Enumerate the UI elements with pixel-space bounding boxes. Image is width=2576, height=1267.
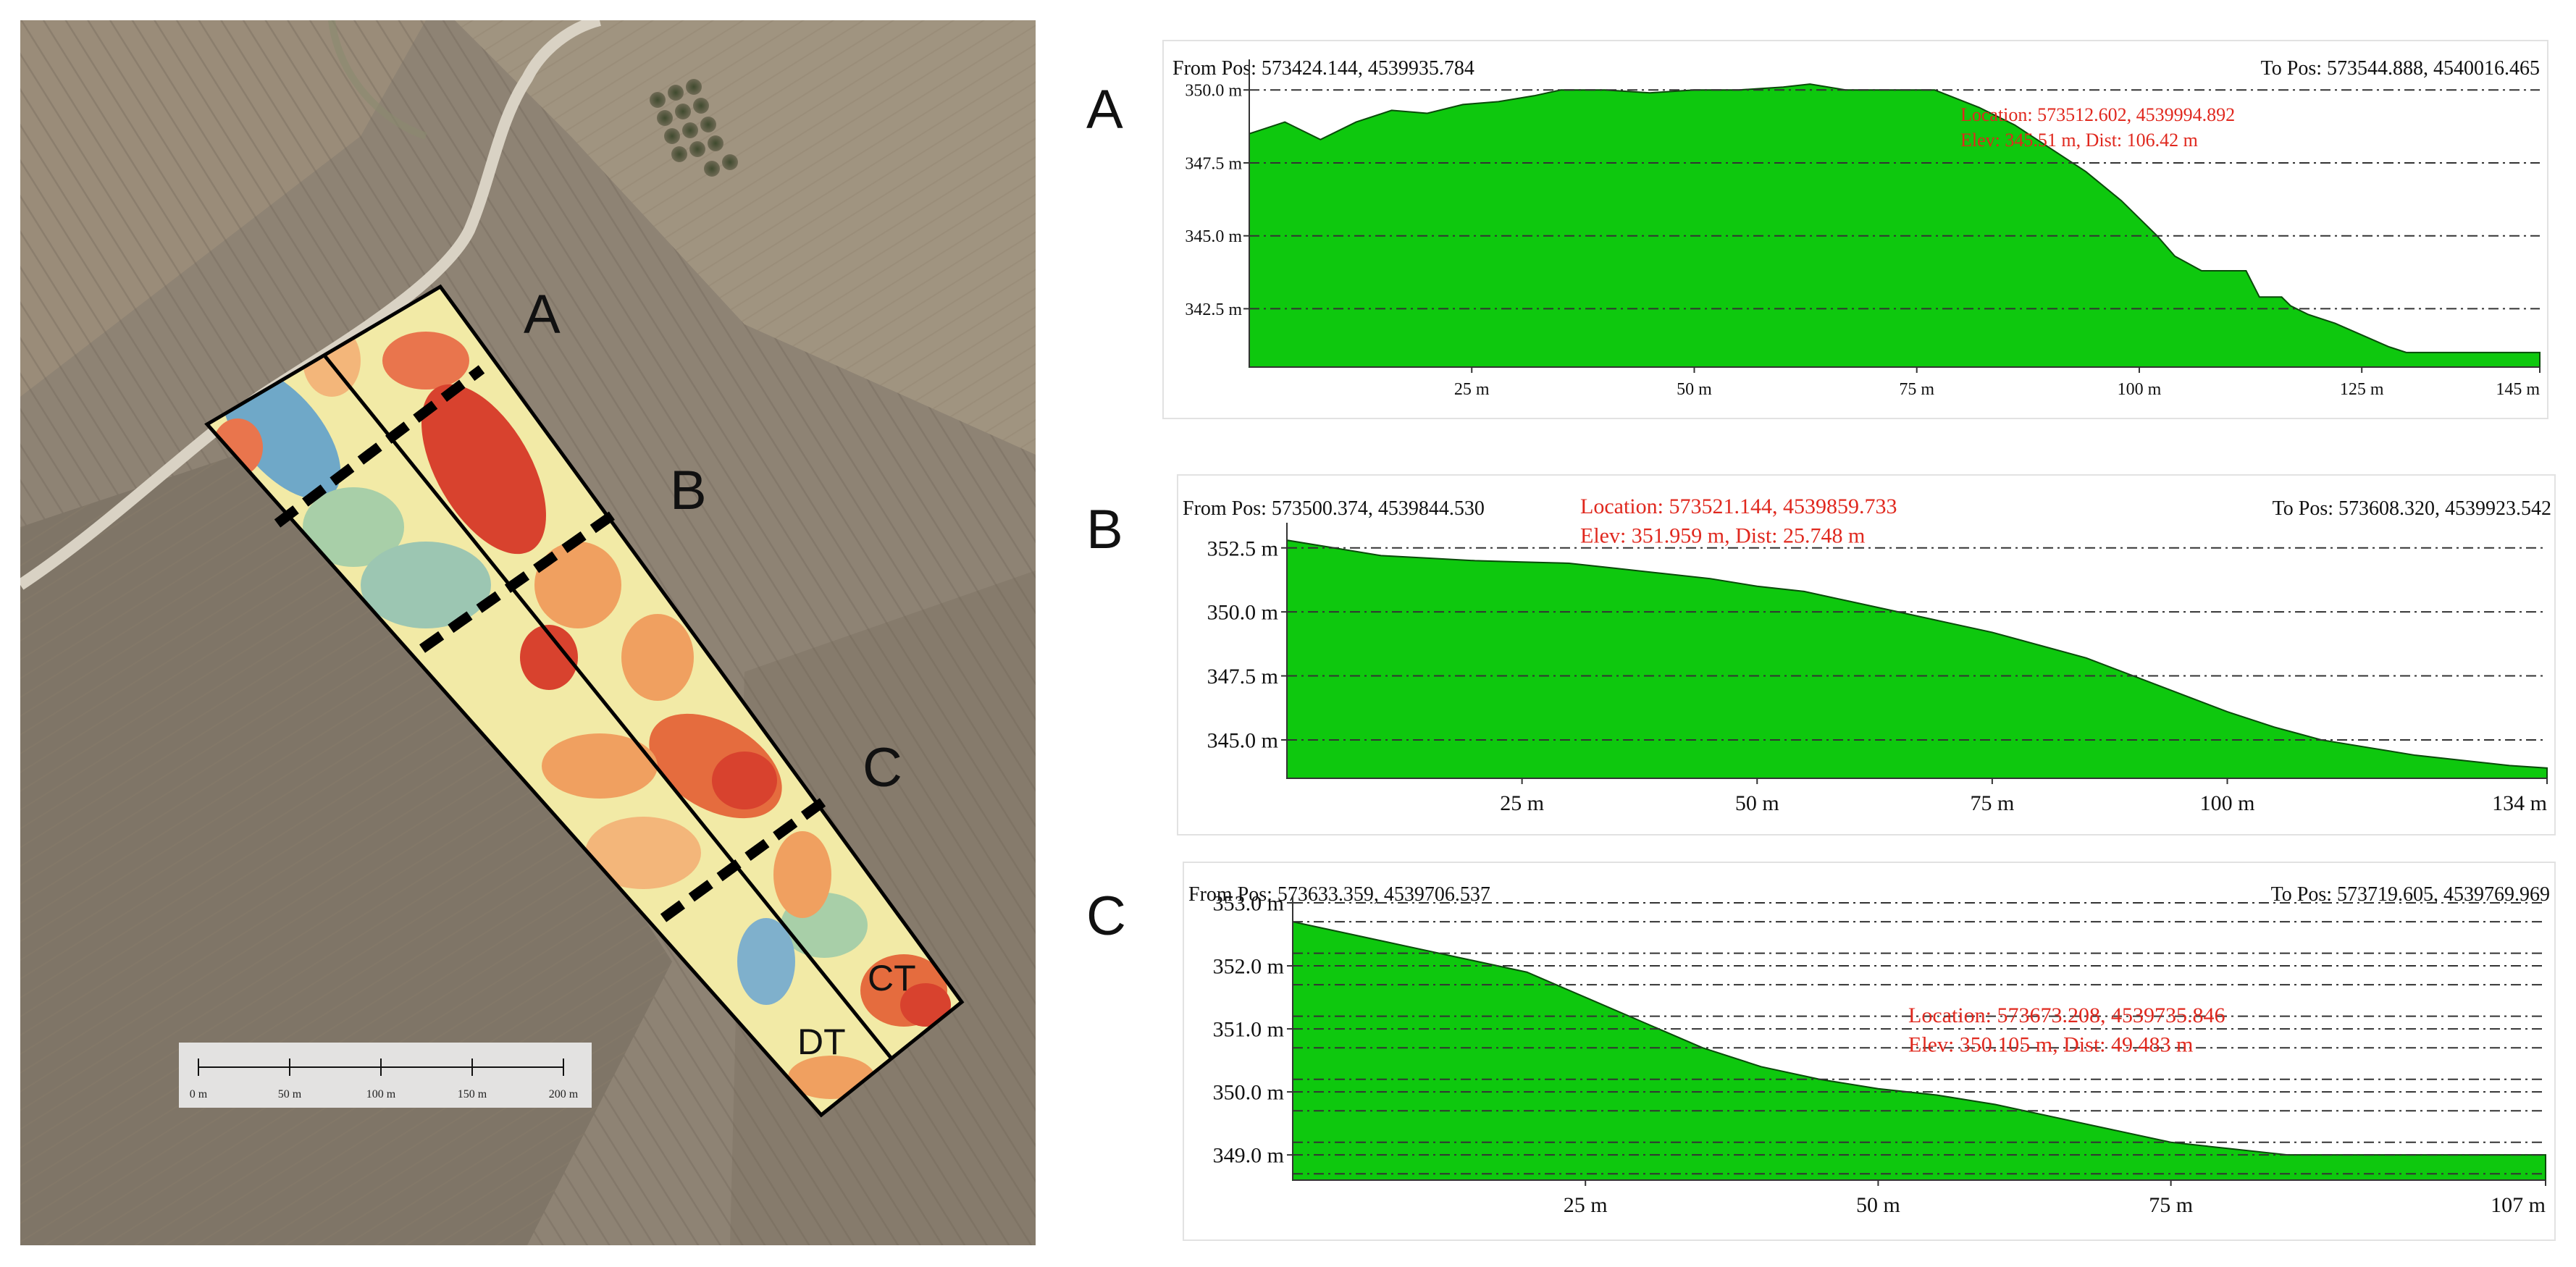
from-position-label: From Pos: 573424.144, 4539935.784 (1172, 57, 1474, 80)
transect-line-b (419, 505, 625, 653)
to-position-label: To Pos: 573719.605, 4539769.969 (2270, 883, 2550, 906)
y-tick-label: 349.0 m (1213, 1144, 1284, 1168)
elevation-profile-chart-c: 349.0 m 350.0 m 351.0 m 352.0 m 353.0 m 25 m 5… (1213, 892, 2546, 1217)
x-tick-label: 100 m (2200, 791, 2255, 815)
scale-tick-label: 0 m (190, 1088, 208, 1100)
x-tick-label: 107 m (2491, 1193, 2546, 1217)
x-tick-label: 75 m (1970, 791, 2014, 815)
from-position-label: From Pos: 573633.359, 4539706.537 (1188, 883, 1490, 906)
x-tick-label: 25 m (1454, 380, 1490, 399)
orchard-trees (650, 79, 738, 177)
site-label-b: B (670, 460, 707, 521)
cursor-elevation-label: Elev: 345.51 m, Dist: 106.42 m (1960, 130, 2198, 151)
y-tick-label: 345.0 m (1207, 728, 1278, 752)
x-tick-label: 25 m (1564, 1193, 1608, 1217)
transect-line-a (274, 365, 485, 528)
zone-label-ct: CT (868, 958, 916, 998)
cursor-location-label: Location: 573673.208, 4539735.846 (1908, 1003, 2225, 1027)
profile-b-letter: B (1086, 499, 1123, 560)
y-tick-label: 352.0 m (1213, 955, 1284, 979)
y-tick-label: 353.0 m (1213, 892, 1284, 916)
elevation-profile-panel-a: From Pos: 573424.144, 4539935.784 To Pos… (1162, 40, 2548, 419)
site-label-a: A (524, 284, 561, 345)
cursor-elevation-label: Elev: 350.105 m, Dist: 49.483 m (1908, 1033, 2193, 1057)
x-tick-label: 50 m (1677, 380, 1712, 399)
scale-tick-label: 200 m (549, 1088, 579, 1100)
y-tick-label: 350.0 m (1213, 1081, 1284, 1105)
scale-tick-label: 50 m (278, 1088, 302, 1100)
x-tick-label: 75 m (2149, 1193, 2193, 1217)
elevation-area (1249, 83, 2541, 368)
aerial-field-map: 0 m 50 m 100 m 150 m 200 m A B C CT DT (20, 20, 1036, 1245)
scale-tick-label: 150 m (458, 1088, 487, 1100)
profile-c-letter: C (1086, 885, 1126, 947)
y-tick-label: 352.5 m (1207, 536, 1278, 560)
scale-tick-label: 100 m (366, 1088, 396, 1100)
x-tick-label: 134 m (2492, 791, 2547, 815)
y-tick-label: 347.5 m (1207, 665, 1278, 689)
y-tick-label: 351.0 m (1213, 1018, 1284, 1042)
y-tick-label: 342.5 m (1185, 300, 1242, 319)
x-tick-label: 50 m (1856, 1193, 1900, 1217)
site-label-c: C (863, 737, 902, 799)
elevation-profile-chart-a: 342.5 m 345.0 m 347.5 m 350.0 m 25 m 50 m 75 m… (1185, 59, 2541, 399)
from-position-label: From Pos: 573500.374, 4539844.530 (1183, 497, 1485, 520)
field-boundary (204, 284, 965, 1118)
x-tick-label: 100 m (2118, 380, 2162, 399)
to-position-label: To Pos: 573544.888, 4540016.465 (2260, 57, 2540, 80)
y-tick-label: 345.0 m (1185, 227, 1242, 246)
x-tick-label: 50 m (1735, 791, 1779, 815)
cursor-location-label: Location: 573512.602, 4539994.892 (1960, 104, 2235, 125)
x-tick-label: 125 m (2340, 380, 2384, 399)
x-tick-label: 145 m (2496, 380, 2540, 399)
y-tick-label: 350.0 m (1185, 82, 1242, 101)
x-tick-label: 25 m (1500, 791, 1544, 815)
y-tick-label: 350.0 m (1207, 601, 1278, 625)
elevation-profile-chart-b: 345.0 m 347.5 m 350.0 m 352.5 m 25 m 50 m 75 m… (1207, 494, 2548, 815)
x-tick-label: 75 m (1899, 380, 1934, 399)
cursor-location-label: Location: 573521.144, 4539859.733 (1580, 494, 1897, 518)
to-position-label: To Pos: 573608.320, 4539923.542 (2272, 497, 2551, 520)
y-tick-label: 347.5 m (1185, 154, 1242, 173)
zone-label-dt: DT (797, 1022, 846, 1062)
elevation-area (1292, 920, 2546, 1181)
field-centre-divider (323, 354, 893, 1060)
scale-bar: 0 m 50 m 100 m 150 m 200 m (179, 1043, 592, 1108)
elevation-profile-panel-b: From Pos: 573500.374, 4539844.530 To Pos… (1177, 474, 2556, 835)
elevation-area (1286, 539, 2548, 779)
dirt-road (20, 20, 602, 590)
profile-a-letter: A (1086, 79, 1123, 140)
elevation-profile-panel-c: From Pos: 573633.359, 4539706.537 To Pos… (1183, 862, 2556, 1241)
cursor-elevation-label: Elev: 351.959 m, Dist: 25.748 m (1580, 524, 1865, 548)
